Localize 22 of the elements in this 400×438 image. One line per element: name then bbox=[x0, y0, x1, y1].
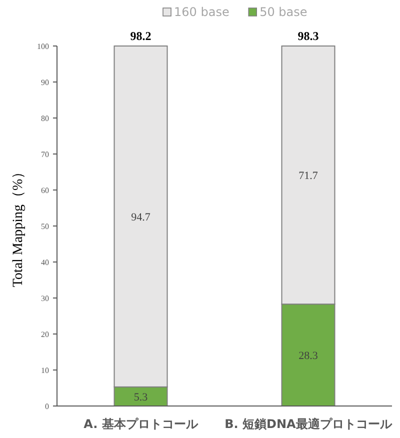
y-tick-label: 50 bbox=[41, 222, 49, 231]
data-label: 71.7 bbox=[298, 170, 318, 182]
legend-label: 50 base bbox=[260, 5, 308, 19]
annotation: 98.2 bbox=[130, 29, 152, 43]
y-tick-label: 60 bbox=[41, 186, 49, 195]
annotation: 98.3 bbox=[298, 29, 319, 43]
data-label: 5.3 bbox=[134, 391, 148, 404]
y-tick-label: 100 bbox=[37, 42, 49, 51]
y-tick-label: 0 bbox=[45, 402, 49, 411]
y-axis-title: Total Mapping（%） bbox=[11, 164, 26, 288]
y-tick-label: 10 bbox=[41, 366, 49, 375]
y-tick-label: 70 bbox=[41, 150, 49, 159]
data-label: 94.7 bbox=[131, 211, 151, 224]
x-tick-label: A. 基本プロトコール bbox=[84, 417, 199, 431]
y-tick-label: 30 bbox=[41, 294, 49, 303]
x-tick-label: B. 短鎖DNA最適プロトコール bbox=[224, 417, 393, 431]
y-tick-label: 90 bbox=[41, 78, 49, 87]
legend-label: 160 base bbox=[174, 5, 230, 19]
data-label: 28.3 bbox=[298, 350, 318, 362]
y-tick-label: 40 bbox=[41, 258, 49, 267]
y-tick-label: 80 bbox=[41, 114, 49, 123]
y-tick-label: 20 bbox=[41, 330, 49, 339]
